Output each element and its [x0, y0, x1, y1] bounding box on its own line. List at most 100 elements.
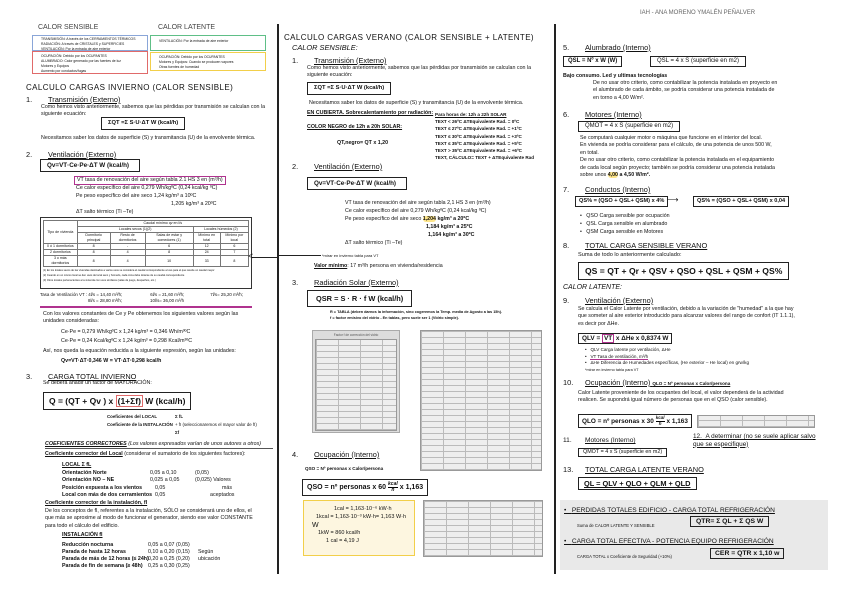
list-item: • QLV Carga latente por ventilación, ΔHe	[585, 347, 671, 352]
legend-item: ALUMBRADO: Calor generado por las fuente…	[41, 59, 121, 63]
winter-title: CALCULO CARGAS INVIERNO (CALOR SENSIBLE)	[26, 83, 234, 92]
latente-ocup-formula: QLO = nº personas x 30 kcal h x 1,163	[578, 414, 692, 428]
winter-s1-heading: 1. Transmisión (Externo)	[26, 95, 121, 104]
sensible-external-box: TRANSMISIÓN: A través de los CERRAMIENTO…	[32, 35, 148, 51]
potencia-equipo-formula: CER = QTR x 1,10 w	[710, 548, 785, 559]
summer-s13-heading: 13. TOTAL CARGA LATENTE VERANO	[563, 465, 704, 474]
qneg-formula: QT,negro= QT x 1,20	[337, 140, 389, 146]
totals-panel: • PERDIDAS TOTALES EDIFICIO - CARGA TOTA…	[560, 500, 828, 570]
ocupacion-def: QSO = Nº personas x Calor/persona	[305, 466, 384, 471]
list-item: • ΔHe Diferencia de Humedades específica…	[585, 360, 749, 366]
motores-formula: QMOT = 4 x S (superficie en m2)	[578, 121, 681, 133]
local-factors: Orientación Norte 0,05 a 0,10 (0,05) Orien…	[62, 470, 234, 500]
summer-s4-heading: 4. Ocupación (Interno)	[292, 450, 380, 459]
arrow-right-icon: ⟶	[667, 195, 679, 204]
list-item: • QSL Carga sensible en alumbrado	[580, 221, 668, 227]
occupancy-heat-table-image	[423, 500, 543, 557]
inst-title: Coeficiente corrector de la instalación,…	[45, 500, 148, 506]
winter-s3-heading: 3. CARGA TOTAL INVIERNO	[26, 372, 137, 381]
conductos-formula-2: QS% = (QSO + QSL+ QSM) x 0,04	[693, 196, 790, 208]
arrow-left-icon: <	[248, 251, 254, 261]
table-row: Orientación NO – NE 0,025 a 0,05 (0,025) V…	[62, 477, 231, 484]
legend-item: OCUPACIÓN: Debido por los OCUPANTES	[41, 54, 107, 58]
summer-s8-heading: 8. TOTAL CARGA SENSIBLE VERANO	[563, 241, 708, 250]
column-divider	[554, 24, 556, 574]
tasa-list: Tasa de Ventilación VT : 4l/s = 14,40 m³…	[40, 292, 244, 303]
column-divider	[277, 24, 279, 574]
summer-s5-heading: 5. Alumbrado (Interno)	[563, 43, 651, 52]
winter-total-formula: Q = (QT + Qv ) x (1+Σf) W (kcal/h)	[43, 392, 192, 410]
conductos-items: • QSO Carga sensible por ocupación • QSL …	[580, 212, 670, 236]
summer-s11-heading: 11. Motores (Interno)	[563, 437, 636, 444]
winter-s1-formula: ΣQT =Σ S·U·ΔT W (kcal/h)	[101, 117, 186, 131]
winter-pe-def: Pe peso específico del aire seco 1,24 kg…	[76, 193, 197, 199]
summer-s9-heading: 9. Ventilación (Externo)	[563, 296, 654, 305]
summer-s1-heading: 1. Transmisión (Externo)	[292, 56, 387, 65]
negro-label: COLOR NEGRO de 12h a 20h SOLAR:	[307, 124, 403, 130]
winter-pe-20: 1,205 kg/m³ a 20ºC	[171, 201, 217, 207]
summer-s1-note: Necesitamos saber los datos de superfici…	[309, 100, 524, 106]
total-sensible-formula: QS = QT + Qr + QSV + QSO + QSL + QSM + Q…	[578, 262, 790, 280]
s9-text: Se calcula el Calor Latente por ventilac…	[578, 306, 795, 327]
summer-s3-heading: 3. Radiación Solar (Externo)	[292, 278, 399, 287]
mirar-note: *mirar en invierno tabla para VT	[322, 253, 379, 258]
winter-s3-text: Se deberá añadir un factor de MAYORACIÓN…	[43, 380, 152, 386]
list-item: • QSO Carga sensible por ocupación	[580, 213, 670, 219]
legend-item: RADIACIÓN: A través de CRISTALES y SUPER…	[41, 42, 125, 46]
const-text: Con los valores constantes de Ce y Pe ob…	[43, 311, 239, 325]
summer-s1-text: Como hemos visto anteriormente, sabemos …	[307, 65, 532, 79]
cubierta-label: EN CUBIERTA. Sobrecalentamiento por radi…	[307, 110, 434, 116]
summer-s10-heading: 10. Ocupación (Interno) QLO = Nº personas…	[563, 378, 731, 387]
local-title: Coeficiente corrector del Local (conside…	[45, 451, 246, 457]
inst-head: INSTALACIÓN fI	[62, 532, 103, 538]
legend-item: OCUPACIÓN: Debido por los OCUPANTES	[159, 55, 225, 59]
ventilation-table: Tipo de vivienda Caudal mínimo qv en l/s …	[40, 217, 252, 289]
winter-s2-formula: Qv=VT·Ce·Pe·ΔT W (kcal/h)	[40, 159, 140, 173]
s10-text: Calor Latente proveniente de los ocupant…	[578, 390, 784, 404]
summer-dt-def: ΔT salto térmico (Ti –Te)	[345, 240, 403, 246]
author-header: IAH - ANA MORENO YMALÉN PEÑALVER	[640, 10, 756, 16]
summer-pe-30: 1,164 kg/m³ a 30ºC	[428, 232, 475, 238]
table-row: Posición expuesta a los vientos 0,05 más	[62, 484, 233, 491]
legend-item: VENTILACIÓN: Por la entrada de aire exte…	[41, 47, 111, 51]
inst-factors: Reducción nocturna 0,05 a 0,07 (0,05) Par…	[62, 542, 220, 570]
conversion-box: 1cal = 1,163·10⁻⁶ kW·h 1kcal = 1,163·10⁻…	[303, 500, 415, 556]
radiation-formula: QSR = S · R · f W (kcal/h)	[307, 290, 413, 307]
winter-s1-note: Necesitamos saber los datos de superfici…	[41, 135, 256, 141]
cepe-wh: Ce·Pe = 0,279 Wh/kgºC x 1,24 kg/m³ = 0,3…	[61, 329, 191, 335]
table-row: Orientación Norte 0,05 a 0,10 (0,05)	[62, 470, 209, 476]
legend-item: Motores y Equipos	[41, 64, 70, 68]
table-row: Parada de hasta 12 horas 0,10 a 0,20 (0,1…	[62, 549, 214, 555]
valor-minimo: Valor mínimo: 17 m³/h persona en viviend…	[314, 263, 443, 269]
summer-s1-formula: ΣQT =Σ S·U·ΔT W (kcal/h)	[307, 82, 392, 96]
winter-s2-heading: 2. Ventilación (Externo)	[26, 150, 117, 159]
summer-pe-25: 1,184 kg/m³ a 25ºC	[426, 224, 473, 230]
bajo-consumo: Bajo consumo. Led y ultimas tecnologías	[563, 73, 668, 79]
latent-occupancy-table-image	[697, 415, 815, 428]
potencia-equipo-heading: • CARGA TOTAL EFECTIVA - POTENCIA EQUIPO…	[564, 538, 774, 545]
sensible-internal-box: OCUPACIÓN: Debido por los OCUPANTES ALUMB…	[32, 51, 148, 74]
total-refrigeracion-text: Suma de CALOR LATENTE Y SENSIBLE	[577, 523, 655, 528]
alumbrado-formula: QSL = Nº x W (W)	[563, 56, 623, 68]
summer-s12-heading: 12. A determinar (no se suele aplicar sa…	[693, 433, 816, 448]
motores-text: Se computará cualquier motor o máquina q…	[580, 135, 775, 179]
s9-items: • QLV Carga latente por ventilación, ΔHe…	[585, 347, 749, 372]
list-item: • QSM Carga sensible en Motores	[580, 229, 664, 235]
asi-text: Así, nos queda la equación reducida a la…	[43, 348, 236, 354]
legend-item: Motores y Equipos: Cuando se producen va…	[159, 60, 234, 64]
alumbrado-formula-2: QSL = 4 x S (superficie en m2)	[650, 56, 746, 68]
correctores-heading: COEFICIENTES CORRECTORES (Los valores ex…	[45, 441, 274, 450]
summer-s2-heading: 2. Ventilación (Externo)	[292, 162, 383, 171]
table-row: Parada de fin de semana (≥ 48h) 0,25 a 0,…	[62, 563, 190, 569]
legend-item: Otras fuentes de humedad	[159, 65, 200, 69]
summer-sensible-title: CALOR SENSIBLE:	[292, 43, 358, 52]
s8-text: Suma de todo lo anteriormente calculado:	[578, 252, 682, 258]
summer-s6-heading: 6. Motores (Interno)	[563, 110, 642, 119]
winter-dt-def: ΔT salto térmico (Ti –Te)	[76, 209, 134, 215]
summer-pe-def: Pe peso específico del aire seco 1,204 k…	[345, 216, 470, 222]
summer-s2-formula: Qv=VT·Ce·Pe·ΔT W (kcal/h)	[307, 177, 407, 191]
radiation-notes: R = TABLA (deben darnos la información, …	[330, 310, 503, 320]
inst-text: De los conceptos de fI, referentes a la …	[45, 508, 253, 529]
sensible-title: CALOR SENSIBLE	[38, 24, 99, 31]
latente-title: CALOR LATENTE	[158, 24, 216, 31]
